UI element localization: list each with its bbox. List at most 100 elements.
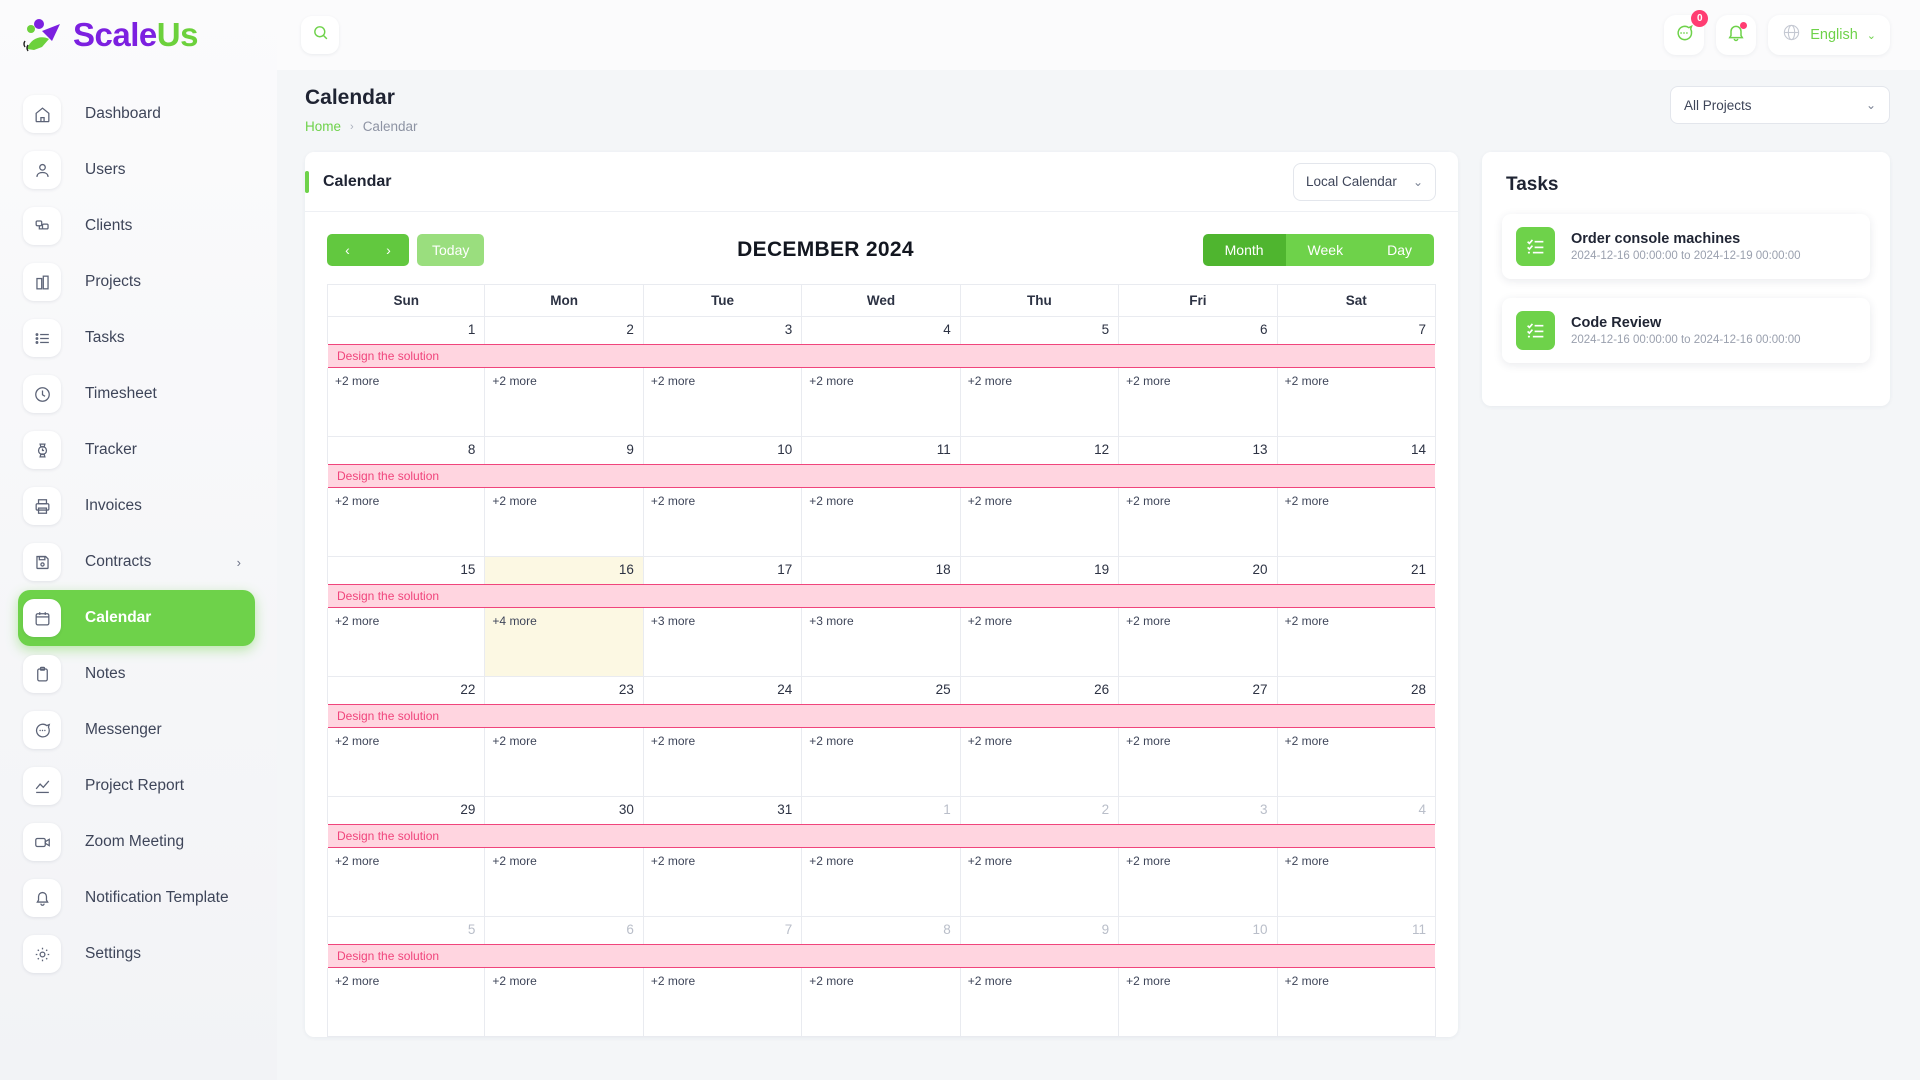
more-events-link[interactable]: +2 more: [485, 728, 644, 796]
day-cell-number[interactable]: 11: [1278, 917, 1436, 944]
day-cell-number[interactable]: 16: [485, 557, 644, 584]
day-cell-number[interactable]: 31: [644, 797, 803, 824]
more-events-link[interactable]: +2 more: [644, 848, 803, 916]
more-events-link[interactable]: +2 more: [1119, 368, 1278, 436]
more-events-link[interactable]: +4 more: [485, 608, 644, 676]
more-events-link[interactable]: +2 more: [327, 968, 486, 1036]
day-cell-number[interactable]: 17: [644, 557, 803, 584]
sidebar-item-contracts[interactable]: Contracts ›: [18, 534, 255, 590]
more-events-link[interactable]: +2 more: [327, 608, 486, 676]
day-cell-number[interactable]: 9: [961, 917, 1120, 944]
sidebar-item-users[interactable]: Users: [18, 142, 255, 198]
sidebar-item-zoom-meeting[interactable]: Zoom Meeting: [18, 814, 255, 870]
more-events-link[interactable]: +2 more: [802, 968, 961, 1036]
day-cell-number[interactable]: 7: [644, 917, 803, 944]
day-cell-number[interactable]: 7: [1278, 317, 1436, 344]
calendar-event-bar[interactable]: Design the solution: [328, 464, 1435, 488]
day-cell-number[interactable]: 6: [1119, 317, 1278, 344]
day-cell-number[interactable]: 2: [961, 797, 1120, 824]
more-events-link[interactable]: +2 more: [485, 848, 644, 916]
sidebar-item-dashboard[interactable]: Dashboard: [18, 86, 255, 142]
calendar-event-bar[interactable]: Design the solution: [328, 344, 1435, 368]
more-events-link[interactable]: +2 more: [1278, 968, 1436, 1036]
day-cell-number[interactable]: 9: [485, 437, 644, 464]
day-cell-number[interactable]: 29: [327, 797, 486, 824]
more-events-link[interactable]: +2 more: [961, 848, 1120, 916]
more-events-link[interactable]: +2 more: [644, 488, 803, 556]
calendar-event-bar[interactable]: Design the solution: [328, 704, 1435, 728]
language-selector[interactable]: English ⌄: [1768, 15, 1890, 55]
sidebar-item-settings[interactable]: Settings: [18, 926, 255, 982]
more-events-link[interactable]: +2 more: [327, 368, 486, 436]
day-cell-number[interactable]: 23: [485, 677, 644, 704]
more-events-link[interactable]: +2 more: [961, 728, 1120, 796]
sidebar-item-clients[interactable]: Clients: [18, 198, 255, 254]
sidebar-item-calendar[interactable]: Calendar: [18, 590, 255, 646]
more-events-link[interactable]: +2 more: [1119, 848, 1278, 916]
more-events-link[interactable]: +2 more: [327, 728, 486, 796]
more-events-link[interactable]: +2 more: [1278, 488, 1436, 556]
breadcrumb-home[interactable]: Home: [305, 119, 342, 134]
more-events-link[interactable]: +2 more: [1119, 608, 1278, 676]
day-cell-number[interactable]: 10: [1119, 917, 1278, 944]
sidebar-item-projects[interactable]: Projects: [18, 254, 255, 310]
task-item[interactable]: Code Review 2024-12-16 00:00:00 to 2024-1…: [1502, 298, 1870, 363]
day-cell-number[interactable]: 5: [961, 317, 1120, 344]
day-cell-number[interactable]: 4: [802, 317, 961, 344]
day-cell-number[interactable]: 12: [961, 437, 1120, 464]
brand-logo[interactable]: ScaleUs: [0, 0, 277, 70]
day-cell-number[interactable]: 21: [1278, 557, 1436, 584]
day-cell-number[interactable]: 8: [327, 437, 486, 464]
more-events-link[interactable]: +2 more: [961, 368, 1120, 436]
day-cell-number[interactable]: 28: [1278, 677, 1436, 704]
task-item[interactable]: Order console machines 2024-12-16 00:00:0…: [1502, 214, 1870, 279]
sidebar-item-timesheet[interactable]: Timesheet: [18, 366, 255, 422]
today-button[interactable]: Today: [417, 234, 485, 266]
more-events-link[interactable]: +2 more: [1278, 608, 1436, 676]
more-events-link[interactable]: +2 more: [961, 968, 1120, 1036]
view-button-month[interactable]: Month: [1202, 234, 1286, 266]
search-button[interactable]: [301, 16, 339, 54]
sidebar-item-project-report[interactable]: Project Report: [18, 758, 255, 814]
prev-month-button[interactable]: ‹: [327, 234, 368, 266]
more-events-link[interactable]: +2 more: [327, 488, 486, 556]
project-filter-select[interactable]: All Projects ⌄: [1670, 86, 1890, 124]
day-cell-number[interactable]: 15: [327, 557, 486, 584]
day-cell-number[interactable]: 5: [327, 917, 486, 944]
day-cell-number[interactable]: 30: [485, 797, 644, 824]
day-cell-number[interactable]: 2: [485, 317, 644, 344]
calendar-event-bar[interactable]: Design the solution: [328, 584, 1435, 608]
sidebar-item-notes[interactable]: Notes: [18, 646, 255, 702]
sidebar-item-notification-template[interactable]: Notification Template: [18, 870, 255, 926]
more-events-link[interactable]: +2 more: [644, 368, 803, 436]
day-cell-number[interactable]: 13: [1119, 437, 1278, 464]
day-cell-number[interactable]: 25: [802, 677, 961, 704]
calendar-source-select[interactable]: Local Calendar ⌄: [1293, 162, 1436, 201]
more-events-link[interactable]: +2 more: [1278, 728, 1436, 796]
more-events-link[interactable]: +2 more: [802, 728, 961, 796]
more-events-link[interactable]: +2 more: [644, 968, 803, 1036]
sidebar-item-messenger[interactable]: Messenger: [18, 702, 255, 758]
day-cell-number[interactable]: 24: [644, 677, 803, 704]
day-cell-number[interactable]: 3: [644, 317, 803, 344]
day-cell-number[interactable]: 8: [802, 917, 961, 944]
sidebar-item-tracker[interactable]: Tracker: [18, 422, 255, 478]
day-cell-number[interactable]: 18: [802, 557, 961, 584]
day-cell-number[interactable]: 10: [644, 437, 803, 464]
sidebar-item-tasks[interactable]: Tasks: [18, 310, 255, 366]
more-events-link[interactable]: +2 more: [802, 368, 961, 436]
view-button-day[interactable]: Day: [1365, 234, 1434, 266]
more-events-link[interactable]: +3 more: [644, 608, 803, 676]
day-cell-number[interactable]: 3: [1119, 797, 1278, 824]
day-cell-number[interactable]: 1: [327, 317, 486, 344]
more-events-link[interactable]: +2 more: [802, 488, 961, 556]
next-month-button[interactable]: ›: [368, 234, 409, 266]
notifications-button[interactable]: [1716, 15, 1757, 55]
day-cell-number[interactable]: 20: [1119, 557, 1278, 584]
more-events-link[interactable]: +2 more: [1278, 368, 1436, 436]
calendar-event-bar[interactable]: Design the solution: [328, 944, 1435, 968]
day-cell-number[interactable]: 4: [1278, 797, 1436, 824]
day-cell-number[interactable]: 1: [802, 797, 961, 824]
day-cell-number[interactable]: 26: [961, 677, 1120, 704]
messages-button[interactable]: 0: [1664, 10, 1709, 55]
